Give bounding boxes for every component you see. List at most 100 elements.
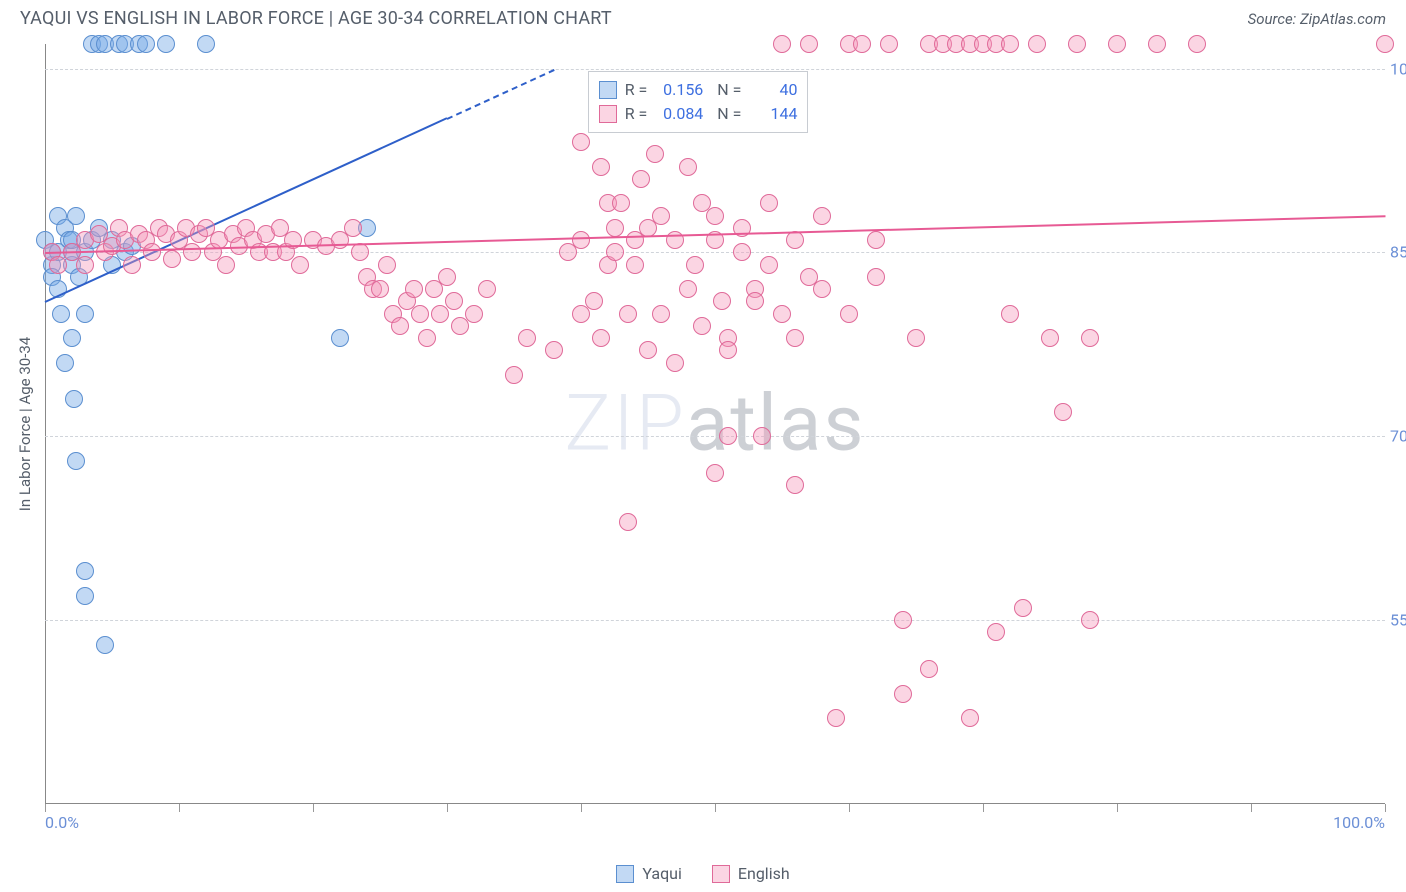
x-tick <box>1251 804 1252 812</box>
data-point-english <box>652 305 670 323</box>
trend-line-yaqui <box>45 118 448 304</box>
legend-swatch <box>616 865 634 883</box>
bottom-legend-item: English <box>712 862 790 886</box>
watermark-a: ZIP <box>564 379 686 470</box>
data-point-english <box>639 341 657 359</box>
data-point-english <box>438 268 456 286</box>
chart-container: In Labor Force | Age 30-34 ZIPatlas 55.0… <box>45 44 1385 804</box>
correlation-legend: R =0.156N =40R =0.084N =144 <box>588 71 809 133</box>
x-tick <box>447 804 448 812</box>
data-point-english <box>478 280 496 298</box>
data-point-english <box>1148 35 1166 53</box>
data-point-yaqui <box>331 329 349 347</box>
gridline-h <box>45 69 1385 70</box>
x-tick <box>581 804 582 812</box>
data-point-english <box>961 709 979 727</box>
data-point-english <box>217 256 235 274</box>
data-point-english <box>344 219 362 237</box>
data-point-english <box>183 243 201 261</box>
data-point-english <box>1054 403 1072 421</box>
data-point-english <box>867 231 885 249</box>
data-point-english <box>706 464 724 482</box>
data-point-english <box>1081 329 1099 347</box>
legend-r-label: R = <box>625 78 648 102</box>
data-point-english <box>518 329 536 347</box>
x-tick <box>849 804 850 812</box>
data-point-yaqui <box>137 35 155 53</box>
data-point-english <box>733 243 751 261</box>
legend-n-value: 40 <box>749 78 797 102</box>
data-point-english <box>867 268 885 286</box>
chart-header: YAQUI VS ENGLISH IN LABOR FORCE | AGE 30… <box>0 0 1406 35</box>
data-point-english <box>1108 35 1126 53</box>
data-point-english <box>572 133 590 151</box>
watermark-b: atlas <box>686 379 866 470</box>
data-point-yaqui <box>67 452 85 470</box>
data-point-english <box>646 145 664 163</box>
chart-source: Source: ZipAtlas.com <box>1248 10 1386 28</box>
x-tick <box>1385 804 1386 812</box>
y-tick-label: 70.0% <box>1390 427 1406 446</box>
data-point-english <box>1068 35 1086 53</box>
data-point-english <box>291 256 309 274</box>
data-point-english <box>445 292 463 310</box>
data-point-yaqui <box>76 562 94 580</box>
legend-r-value: 0.084 <box>655 102 703 126</box>
data-point-english <box>1376 35 1394 53</box>
data-point-yaqui <box>56 354 74 372</box>
trend-line-dashed-yaqui <box>447 69 555 120</box>
data-point-english <box>746 292 764 310</box>
data-point-english <box>465 305 483 323</box>
data-point-english <box>371 280 389 298</box>
data-point-english <box>585 292 603 310</box>
data-point-english <box>391 317 409 335</box>
data-point-english <box>652 207 670 225</box>
data-point-yaqui <box>157 35 175 53</box>
data-point-english <box>894 611 912 629</box>
data-point-english <box>619 305 637 323</box>
data-point-english <box>760 256 778 274</box>
data-point-yaqui <box>197 35 215 53</box>
data-point-english <box>545 341 563 359</box>
data-point-english <box>853 35 871 53</box>
data-point-english <box>411 305 429 323</box>
y-tick-label: 55.0% <box>1390 611 1406 630</box>
data-point-english <box>1001 35 1019 53</box>
x-tick <box>313 804 314 812</box>
data-point-english <box>619 513 637 531</box>
legend-label: Yaqui <box>642 862 682 886</box>
data-point-english <box>405 280 423 298</box>
data-point-english <box>679 158 697 176</box>
x-tick-label: 0.0% <box>45 813 79 832</box>
data-point-english <box>827 709 845 727</box>
data-point-english <box>1001 305 1019 323</box>
legend-row: R =0.156N =40 <box>599 78 798 102</box>
data-point-yaqui <box>96 636 114 654</box>
x-tick <box>1117 804 1118 812</box>
y-axis <box>45 44 46 804</box>
bottom-legend-item: Yaqui <box>616 862 682 886</box>
data-point-english <box>880 35 898 53</box>
legend-n-label: N = <box>717 78 741 102</box>
data-point-english <box>920 660 938 678</box>
data-point-english <box>800 35 818 53</box>
data-point-english <box>840 305 858 323</box>
data-point-english <box>123 256 141 274</box>
data-point-english <box>351 243 369 261</box>
data-point-english <box>1014 599 1032 617</box>
data-point-english <box>713 292 731 310</box>
legend-n-value: 144 <box>749 102 797 126</box>
legend-r-label: R = <box>625 102 648 126</box>
data-point-english <box>907 329 925 347</box>
data-point-english <box>773 35 791 53</box>
data-point-english <box>813 207 831 225</box>
data-point-yaqui <box>52 305 70 323</box>
data-point-yaqui <box>76 587 94 605</box>
data-point-english <box>163 250 181 268</box>
watermark: ZIPatlas <box>564 379 865 470</box>
legend-swatch <box>712 865 730 883</box>
scatter-chart: ZIPatlas 55.0%70.0%85.0%100.0%0.0%100.0%… <box>45 44 1385 804</box>
data-point-english <box>505 366 523 384</box>
data-point-english <box>706 207 724 225</box>
data-point-english <box>760 194 778 212</box>
